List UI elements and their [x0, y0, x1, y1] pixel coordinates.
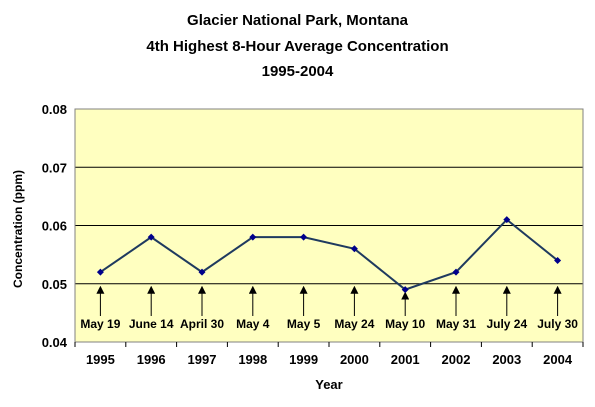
- data-point: [249, 233, 257, 241]
- annotation-label: May 19: [80, 317, 120, 331]
- annotation-label: July 30: [537, 317, 578, 331]
- x-tick-label: 1995: [86, 352, 115, 367]
- data-point: [350, 245, 358, 253]
- data-point: [401, 286, 409, 294]
- x-tick-label: 2001: [391, 352, 420, 367]
- data-point: [554, 256, 562, 264]
- y-tick-label: 0.08: [42, 102, 67, 117]
- x-tick-label: 1998: [238, 352, 267, 367]
- data-point: [198, 268, 206, 276]
- x-tick-label: 1996: [137, 352, 166, 367]
- y-tick-label: 0.06: [42, 219, 67, 234]
- annotation-label: April 30: [180, 317, 224, 331]
- annotation-label: May 31: [436, 317, 476, 331]
- annotation-label: May 10: [385, 317, 425, 331]
- series-line: [99, 218, 559, 291]
- x-tick-label: 1997: [188, 352, 217, 367]
- data-point: [300, 233, 308, 241]
- x-tick-label: 2004: [543, 352, 573, 367]
- annotation-label: July 24: [486, 317, 527, 331]
- x-axis-label: Year: [315, 377, 342, 392]
- x-tick-label: 2003: [492, 352, 521, 367]
- y-axis-label: Concentration (ppm): [11, 170, 25, 288]
- y-tick-label: 0.04: [42, 335, 68, 350]
- y-tick-label: 0.05: [42, 277, 67, 292]
- data-point: [452, 268, 460, 276]
- x-tick-label: 2000: [340, 352, 369, 367]
- annotation-label: May 24: [334, 317, 374, 331]
- chart-title-line-3: 1995-2004: [261, 63, 334, 80]
- annotation-label: May 5: [287, 317, 321, 331]
- data-point: [96, 268, 104, 276]
- annotation-label: May 4: [236, 317, 270, 331]
- x-tick-label: 1999: [289, 352, 318, 367]
- data-point: [147, 233, 155, 241]
- chart-title-line-2: 4th Highest 8-Hour Average Concentration: [146, 38, 449, 55]
- chart-title-line-1: Glacier National Park, Montana: [187, 12, 408, 29]
- x-tick-label: 2002: [442, 352, 471, 367]
- data-point: [503, 216, 511, 224]
- annotation-label: June 14: [129, 317, 174, 331]
- y-tick-label: 0.07: [42, 160, 67, 175]
